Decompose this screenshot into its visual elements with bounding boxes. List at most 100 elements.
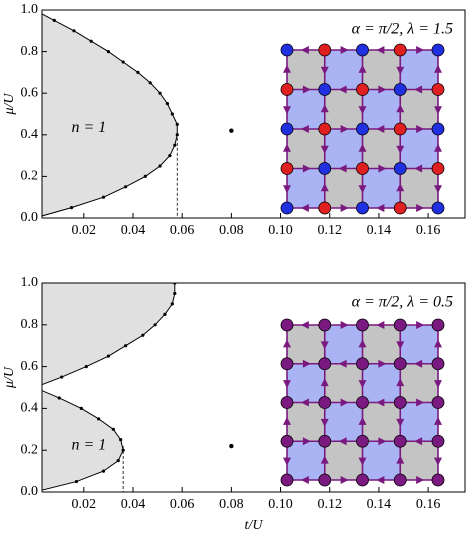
bond-arrow xyxy=(340,476,349,484)
bond-arrow xyxy=(434,185,442,194)
lattice-site xyxy=(318,43,332,57)
lattice-site xyxy=(356,201,369,215)
x-tick-label: 0.04 xyxy=(121,497,146,512)
plaquette xyxy=(400,441,438,480)
bond-arrow xyxy=(300,398,309,407)
plaquette xyxy=(400,363,438,403)
plaquette xyxy=(400,129,438,169)
lattice-site xyxy=(431,473,445,487)
phase-label: n = 1 xyxy=(72,437,107,454)
bond-arrow xyxy=(376,204,385,212)
bond-arrow xyxy=(358,380,367,389)
lattice-site xyxy=(318,396,332,409)
y-tick-label: 1.0 xyxy=(21,2,39,17)
boundary-point xyxy=(163,312,167,316)
bond-arrow xyxy=(358,185,367,194)
lattice-site xyxy=(280,473,294,487)
phase-label: n = 1 xyxy=(72,119,107,136)
lattice-site xyxy=(356,357,369,371)
boundary-point xyxy=(170,112,174,116)
parameter-label: α = π/2, λ = 1.5 xyxy=(352,21,453,38)
bond-arrow xyxy=(283,185,291,194)
bond-arrow xyxy=(283,339,291,348)
lattice-site xyxy=(393,434,407,448)
x-tick-label: 0.02 xyxy=(72,223,97,238)
lattice-site xyxy=(431,357,445,371)
x-tick-label: 0.06 xyxy=(170,497,195,512)
y-tick-label: 0.8 xyxy=(21,44,39,59)
lattice-site xyxy=(356,473,369,487)
x-tick-label: 0.12 xyxy=(317,497,342,512)
lattice-site xyxy=(431,434,445,448)
boundary-point xyxy=(119,438,123,442)
bond-arrow xyxy=(414,164,423,173)
lattice-site xyxy=(318,434,332,448)
bond-arrow xyxy=(396,183,405,192)
bond-arrow xyxy=(396,418,405,427)
x-tick-label: 0.14 xyxy=(367,223,392,238)
plaquette xyxy=(362,50,401,90)
bond-arrow xyxy=(358,64,367,73)
bond-arrow xyxy=(434,416,442,425)
boundary-point xyxy=(57,396,61,400)
bond-arrow xyxy=(300,46,309,54)
plaquette xyxy=(324,129,363,169)
bond-arrow xyxy=(300,321,309,329)
plaquette xyxy=(324,89,363,129)
bond-arrow xyxy=(300,476,309,484)
lattice-site xyxy=(431,122,445,136)
bond-arrow xyxy=(338,85,347,94)
plaquette xyxy=(362,402,401,442)
plot-frame xyxy=(41,9,466,219)
bond-arrow xyxy=(434,339,442,348)
bond-arrow xyxy=(414,359,423,368)
bond-arrow xyxy=(320,104,329,113)
x-tick-label: 0.14 xyxy=(367,497,392,512)
bond-arrow xyxy=(396,66,405,75)
lattice-site xyxy=(318,473,332,487)
bond-arrow xyxy=(358,106,367,115)
lattice-site xyxy=(393,162,407,175)
lattice-site xyxy=(393,357,407,371)
bond-arrow xyxy=(340,398,349,407)
lattice-site xyxy=(356,396,369,409)
bond-arrow xyxy=(358,143,367,152)
plaquette xyxy=(287,441,325,480)
y-axis-label: μ/U xyxy=(2,366,17,389)
boundary-point xyxy=(121,448,125,452)
bond-arrow xyxy=(376,46,385,54)
lattice-site xyxy=(431,201,445,215)
parameter-label: α = π/2, λ = 0.5 xyxy=(352,294,453,311)
lattice-site xyxy=(431,318,445,332)
y-axis-label: μ/U xyxy=(2,93,17,116)
x-tick-label: 0.06 xyxy=(170,223,195,238)
lattice-site xyxy=(280,122,294,136)
bond-arrow xyxy=(378,359,387,368)
lattice-site xyxy=(393,396,407,409)
bond-arrow xyxy=(376,476,385,484)
bond-arrow xyxy=(283,416,291,425)
lattice-site xyxy=(431,43,445,57)
lattice-site xyxy=(318,162,332,175)
boundary-point xyxy=(33,386,36,389)
boundary-point xyxy=(111,427,115,431)
plaquette xyxy=(287,129,325,169)
boundary-point xyxy=(153,323,157,327)
plaquette xyxy=(362,325,401,364)
lattice-site xyxy=(318,318,332,332)
lattice-site xyxy=(393,473,407,487)
bond-arrow xyxy=(414,437,423,446)
boundary-point xyxy=(101,195,106,199)
plaquette xyxy=(324,441,363,480)
plaquette xyxy=(287,50,325,90)
bond-arrow xyxy=(340,204,349,212)
plaquette xyxy=(324,363,363,403)
lattice-site xyxy=(393,201,407,215)
plaquette xyxy=(362,129,401,169)
bond-arrow xyxy=(320,378,329,387)
bond-arrow xyxy=(396,341,405,350)
bond-arrow xyxy=(302,437,311,446)
plaquette xyxy=(324,325,363,364)
plaquette xyxy=(287,89,325,129)
lattice-site xyxy=(280,162,294,175)
